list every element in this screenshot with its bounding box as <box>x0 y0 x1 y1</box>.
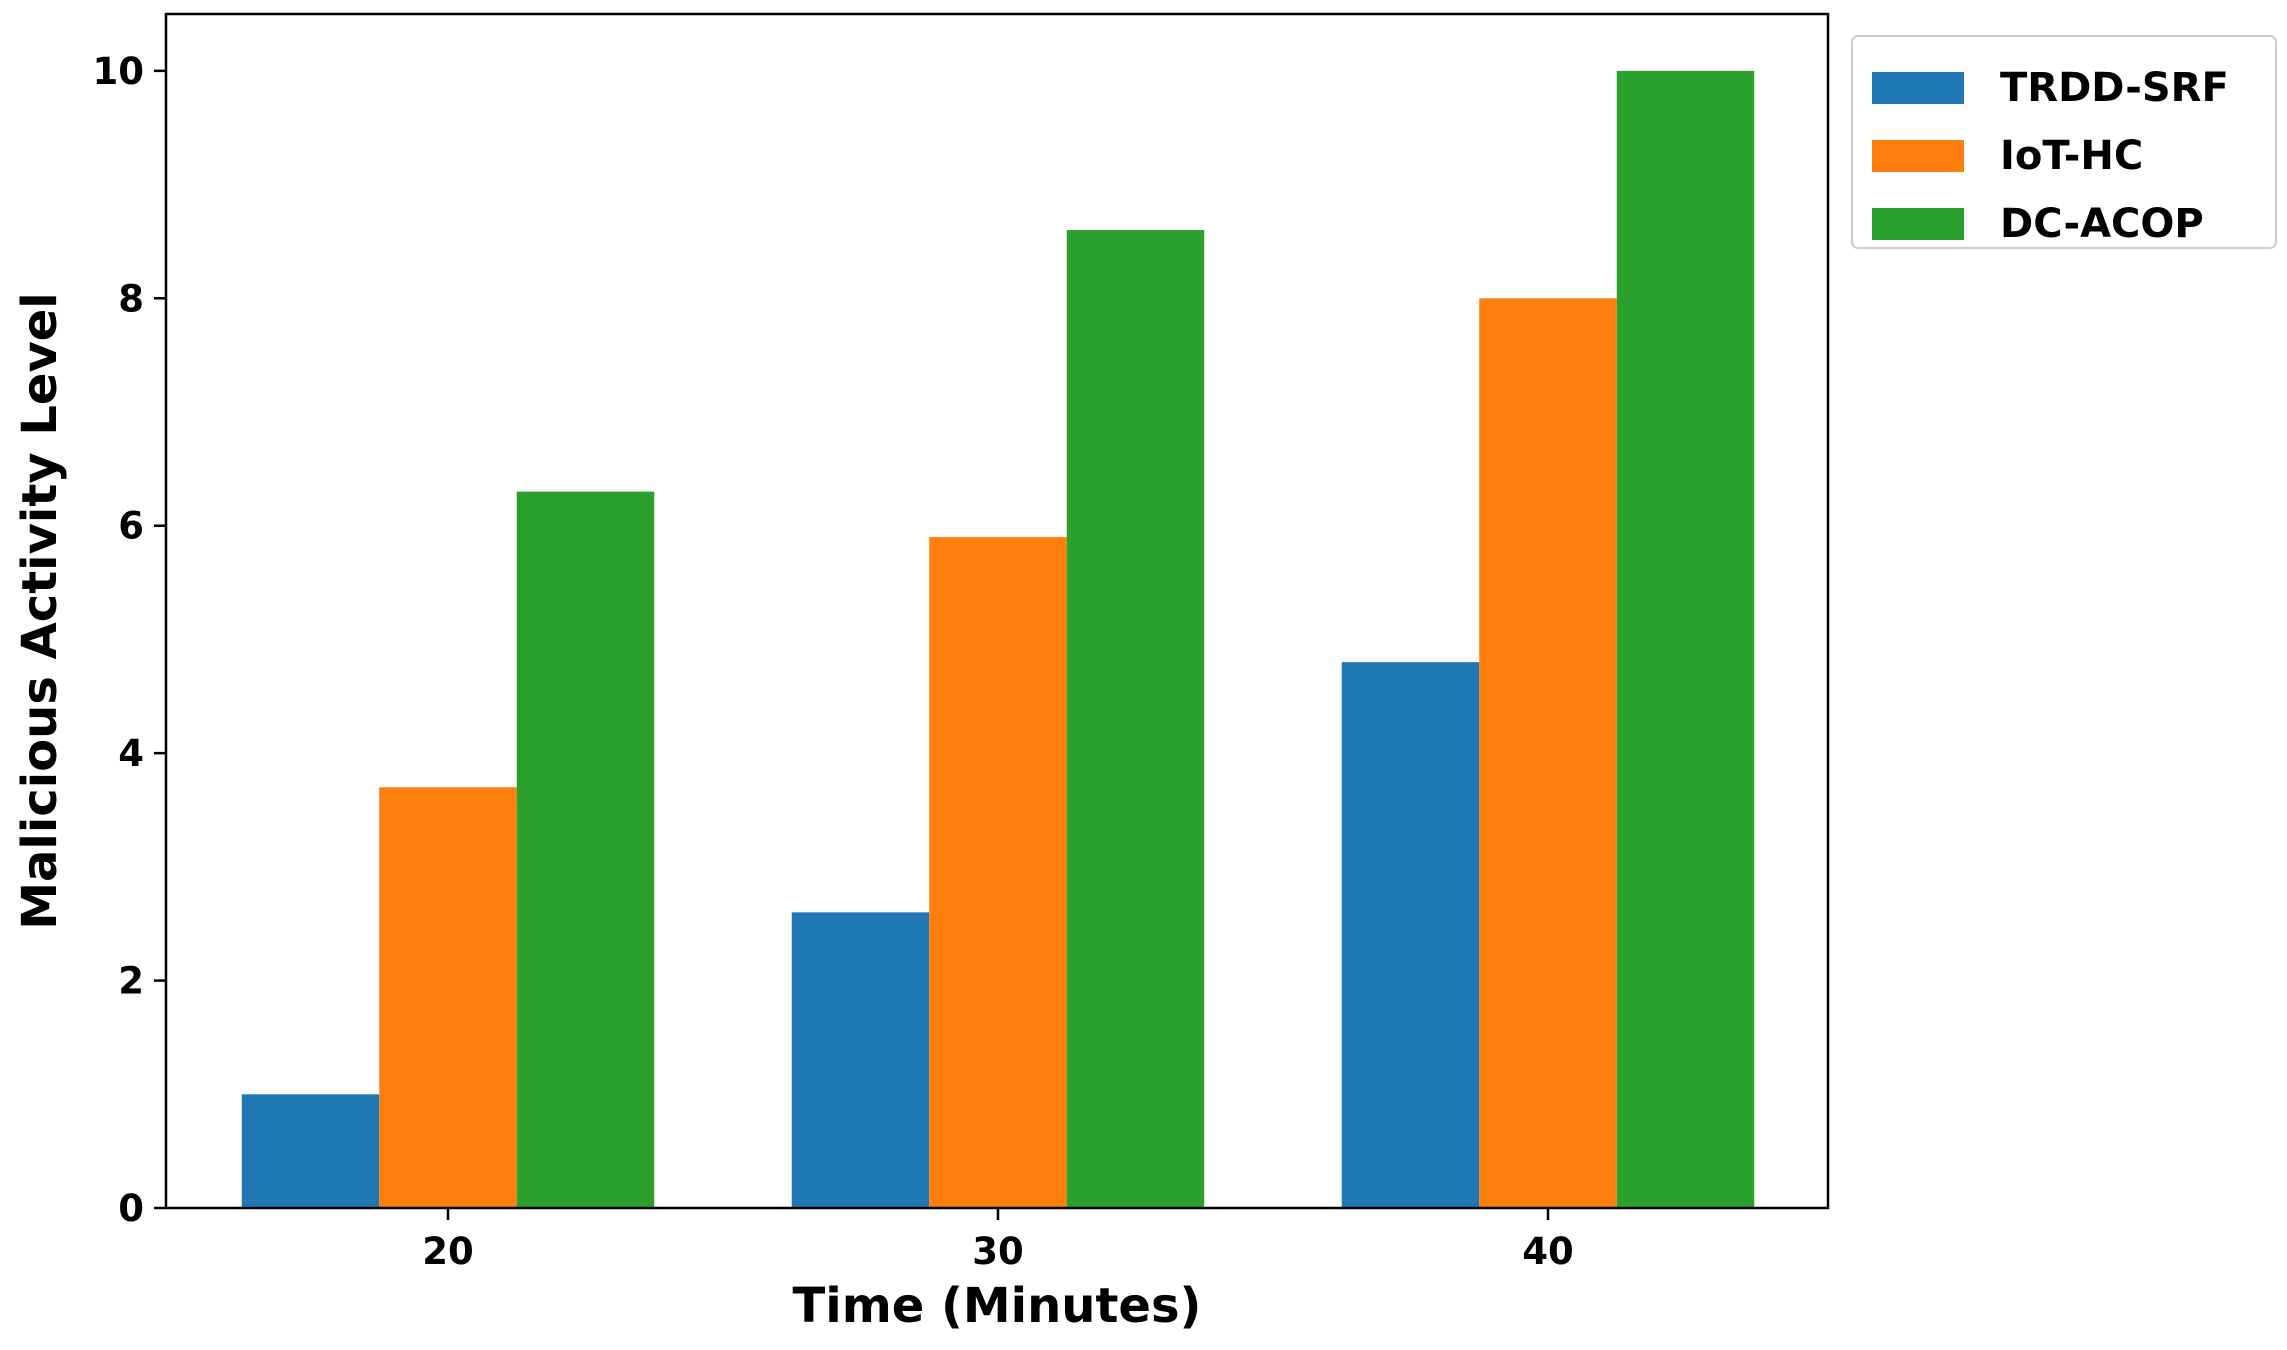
x-axis-label: Time (Minutes) <box>793 1278 1202 1334</box>
bar-iot-hc-40 <box>1479 298 1617 1208</box>
bars-group <box>241 70 1755 1209</box>
y-tick-label: 2 <box>118 960 144 1003</box>
y-tick-label: 0 <box>118 1187 144 1230</box>
y-tick-label: 4 <box>118 732 144 775</box>
legend-label: DC-ACOP <box>2000 201 2204 247</box>
x-tick-label: 40 <box>1522 1230 1574 1273</box>
legend-label: IoT-HC <box>2000 133 2143 179</box>
bar-iot-hc-30 <box>929 537 1067 1208</box>
bar-dc-acop-30 <box>1066 230 1205 1209</box>
y-tick-label: 8 <box>118 277 144 320</box>
bar-trdd-srf-20 <box>241 1094 380 1208</box>
y-axis-ticks: 0 2 4 6 8 10 <box>93 50 166 1230</box>
bar-dc-acop-20 <box>516 491 655 1209</box>
x-tick-label: 20 <box>422 1230 474 1273</box>
legend-swatch-trdd-srf <box>1872 72 1964 104</box>
y-tick-label: 10 <box>93 50 145 93</box>
legend-swatch-iot-hc <box>1872 140 1964 172</box>
x-axis-ticks: 20 30 40 <box>422 1208 1574 1273</box>
y-tick-label: 6 <box>118 505 144 548</box>
bar-trdd-srf-40 <box>1341 662 1480 1208</box>
bar-trdd-srf-30 <box>791 912 930 1208</box>
y-axis-label: Malicious Activity Level <box>12 292 68 930</box>
x-tick-label: 30 <box>972 1230 1024 1273</box>
bar-dc-acop-40 <box>1616 70 1755 1208</box>
legend: TRDD-SRF IoT-HC DC-ACOP <box>1851 35 2277 249</box>
bar-iot-hc-20 <box>379 787 517 1208</box>
legend-label: TRDD-SRF <box>2000 65 2229 111</box>
legend-swatch-dc-acop <box>1872 208 1964 240</box>
